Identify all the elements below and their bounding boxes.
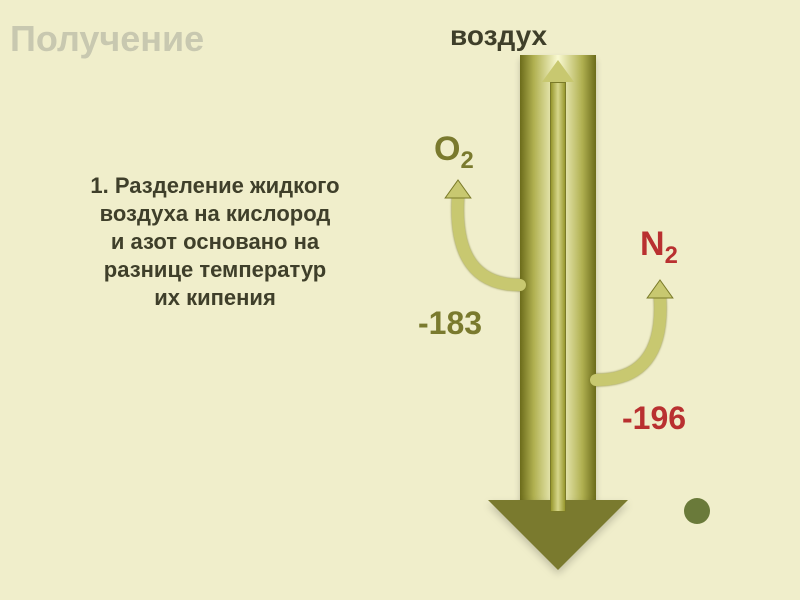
- description-line-1: воздуха на кислород: [100, 201, 331, 226]
- pager-dot[interactable]: [684, 498, 710, 524]
- description-line-2: и азот основано на: [111, 229, 319, 254]
- description-number: 1.: [90, 173, 108, 198]
- slide-canvas: Получение воздух 1. Разделение жидкого в…: [0, 0, 800, 600]
- n2-label: N2: [640, 225, 678, 270]
- branch-n2-path: [596, 298, 660, 380]
- n2-base: N: [640, 225, 665, 263]
- inner-arrow-shaft: [550, 82, 566, 512]
- inner-arrow-head: [542, 60, 574, 82]
- o2-base: О: [434, 130, 460, 168]
- description-line-4: их кипения: [154, 285, 276, 310]
- n2-temperature: -196: [622, 400, 686, 437]
- branch-o2-head: [445, 180, 471, 198]
- air-label: воздух: [450, 20, 547, 52]
- o2-temperature: -183: [418, 305, 482, 342]
- description-line-0: Разделение жидкого: [115, 173, 340, 198]
- description-block: 1. Разделение жидкого воздуха на кислоро…: [55, 172, 375, 312]
- branch-o2-path: [458, 198, 520, 285]
- o2-sub: 2: [460, 147, 473, 174]
- n2-sub: 2: [665, 242, 678, 269]
- o2-label: О2: [434, 130, 474, 175]
- description-line-3: разнице температур: [104, 257, 326, 282]
- slide-title: Получение: [10, 18, 204, 60]
- branch-n2-head: [647, 280, 673, 298]
